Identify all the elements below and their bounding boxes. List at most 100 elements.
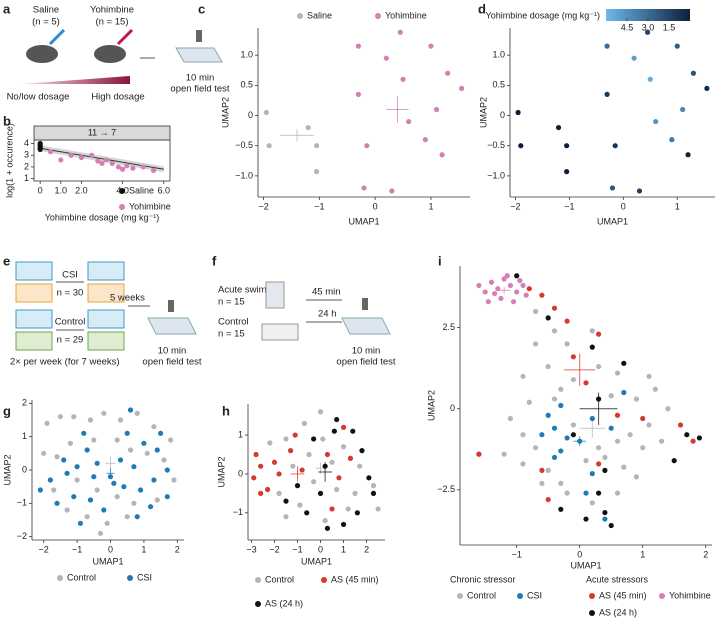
legend-title: Chronic stressor xyxy=(450,574,516,584)
point xyxy=(267,440,273,446)
cage-icon xyxy=(15,283,53,303)
point xyxy=(41,450,47,456)
legend-marker xyxy=(297,13,303,19)
point xyxy=(347,455,354,461)
point xyxy=(124,163,130,169)
point xyxy=(57,414,63,420)
x-tick-label: −1 xyxy=(314,201,324,211)
point xyxy=(501,451,507,457)
x-axis-label: UMAP1 xyxy=(348,216,379,226)
legend-marker xyxy=(127,575,133,581)
point xyxy=(445,70,451,76)
point xyxy=(355,91,362,97)
point xyxy=(647,76,653,82)
point xyxy=(67,440,74,446)
point xyxy=(61,457,67,463)
point xyxy=(104,520,110,526)
point xyxy=(91,474,97,480)
x-axis-label: UMAP1 xyxy=(301,556,332,566)
point xyxy=(439,152,445,158)
point xyxy=(64,507,70,513)
point xyxy=(653,118,659,125)
point xyxy=(674,43,680,49)
point xyxy=(533,445,539,451)
point xyxy=(652,386,658,392)
point xyxy=(602,516,608,522)
point xyxy=(47,477,53,483)
point xyxy=(127,447,134,453)
point xyxy=(644,29,651,35)
point xyxy=(283,498,289,504)
legend-label: CSI xyxy=(137,572,152,582)
point xyxy=(602,467,608,473)
point xyxy=(158,430,164,436)
point xyxy=(476,282,482,289)
point xyxy=(501,276,507,282)
y-axis-label: UMAP2 xyxy=(478,97,488,128)
point xyxy=(311,436,317,442)
x-tick-label: 0 xyxy=(577,549,582,559)
point xyxy=(345,506,351,512)
panel-label: g xyxy=(3,403,11,418)
point xyxy=(589,344,595,350)
point xyxy=(340,444,347,450)
x-tick-label: 1 xyxy=(675,201,680,211)
colorbar-tick-label: 3.0 xyxy=(642,22,655,32)
point xyxy=(514,273,520,279)
x-tick-label: 1 xyxy=(341,544,346,554)
point xyxy=(612,143,618,149)
point xyxy=(696,435,703,441)
point xyxy=(614,490,621,496)
point xyxy=(283,514,289,520)
point xyxy=(400,76,406,82)
point xyxy=(320,436,326,442)
y-tick-label: 1.0 xyxy=(240,50,253,60)
point xyxy=(583,380,589,386)
x-tick-label: −2 xyxy=(39,544,49,554)
point xyxy=(659,438,665,444)
camera-icon xyxy=(168,300,174,312)
label: Control xyxy=(218,317,249,328)
y-tick-label: 2 xyxy=(24,161,29,171)
label: High dosage xyxy=(91,92,144,103)
point xyxy=(317,409,324,415)
legend-label: Yohimbine xyxy=(129,201,171,211)
point xyxy=(115,164,122,170)
point xyxy=(364,143,370,149)
point xyxy=(518,143,524,149)
point xyxy=(276,471,282,477)
point xyxy=(520,282,526,289)
point xyxy=(583,516,589,522)
point xyxy=(545,363,551,370)
x-tick-label: 1 xyxy=(640,549,645,559)
legend-marker xyxy=(589,593,595,599)
point xyxy=(334,486,340,493)
point xyxy=(604,91,610,97)
legend-label: Saline xyxy=(129,185,154,195)
point xyxy=(570,354,577,360)
cage-icon xyxy=(15,309,53,329)
point xyxy=(334,416,340,423)
point xyxy=(539,432,545,438)
point xyxy=(608,393,614,399)
point xyxy=(665,406,671,412)
point xyxy=(117,457,124,463)
point xyxy=(350,428,356,434)
label: 2× per week (for 7 weeks) xyxy=(10,357,120,368)
point xyxy=(81,430,87,436)
point xyxy=(74,464,80,470)
label: 24 h xyxy=(318,309,337,320)
point xyxy=(558,402,564,409)
point xyxy=(114,494,120,500)
point xyxy=(311,479,317,485)
y-tick-label: −0.5 xyxy=(487,140,505,150)
point xyxy=(614,412,621,418)
point xyxy=(324,525,331,531)
point xyxy=(627,432,633,438)
schematic-e: CSI n = 30 Control n = 29 5 weeks 2× per… xyxy=(10,261,202,368)
point xyxy=(558,506,564,512)
point xyxy=(97,530,104,536)
point xyxy=(596,363,602,370)
point xyxy=(583,490,589,496)
